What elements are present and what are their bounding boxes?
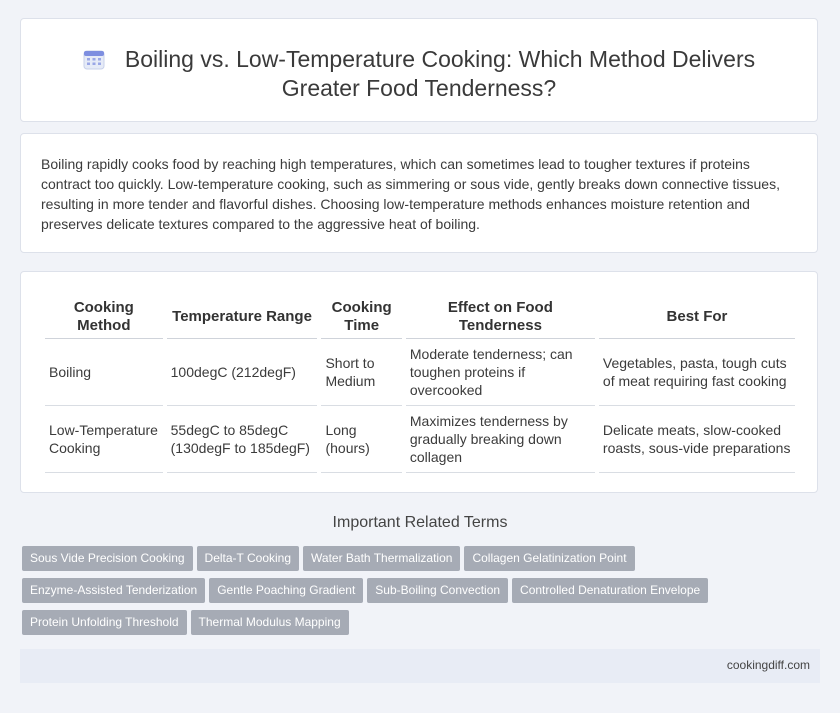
footer: cookingdiff.com (20, 649, 820, 683)
tag-protein-unfolding-threshold[interactable]: Protein Unfolding Threshold (22, 610, 187, 635)
title-line-1: Boiling vs. Low-Temperature Cooking: Whi… (124, 46, 756, 72)
tag-gentle-poaching-gradient[interactable]: Gentle Poaching Gradient (209, 578, 364, 603)
table-card: Cooking Method Temperature Range Cooking… (20, 271, 818, 493)
cell-effect: Moderate tenderness; can toughen protein… (405, 339, 595, 406)
tag-controlled-denaturation-envelope[interactable]: Controlled Denaturation Envelope (512, 578, 709, 603)
cell-best-for: Vegetables, pasta, tough cuts of meat re… (598, 339, 795, 406)
cell-temperature: 100degC (212degF) (166, 339, 318, 406)
table-row: Low-Temperature Cooking 55degC to 85degC… (45, 406, 795, 473)
tag-enzyme-assisted-tenderization[interactable]: Enzyme-Assisted Tenderization (22, 578, 206, 603)
tag-sous-vide-precision-cooking[interactable]: Sous Vide Precision Cooking (22, 546, 193, 571)
header-cooking-method: Cooking Method (45, 294, 163, 339)
cell-time: Short to Medium (321, 339, 402, 406)
tag-collagen-gelatinization-point[interactable]: Collagen Gelatinization Point (464, 546, 635, 571)
cell-time: Long (hours) (321, 406, 402, 473)
tag-water-bath-thermalization[interactable]: Water Bath Thermalization (303, 546, 461, 571)
cell-method: Boiling (45, 339, 163, 406)
footer-site-link[interactable]: cookingdiff.com (726, 658, 810, 672)
intro-paragraph: Boiling rapidly cooks food by reaching h… (41, 156, 780, 232)
tag-delta-t-cooking[interactable]: Delta-T Cooking (196, 546, 300, 571)
header-effect: Effect on Food Tenderness (405, 294, 595, 339)
tag-thermal-modulus-mapping[interactable]: Thermal Modulus Mapping (190, 610, 349, 635)
cell-method: Low-Temperature Cooking (45, 406, 163, 473)
table-header-row: Cooking Method Temperature Range Cooking… (45, 294, 795, 339)
header-cooking-time: Cooking Time (321, 294, 402, 339)
cell-effect: Maximizes tenderness by gradually breaki… (405, 406, 595, 473)
calendar-icon (83, 50, 105, 70)
table-row: Boiling 100degC (212degF) Short to Mediu… (45, 339, 795, 406)
cell-temperature: 55degC to 85degC (130degF to 185degF) (166, 406, 318, 473)
header-best-for: Best For (598, 294, 795, 339)
cell-best-for: Delicate meats, slow-cooked roasts, sous… (598, 406, 795, 473)
title-line-2: Greater Food Tenderness? (281, 75, 557, 101)
intro-card: Boiling rapidly cooks food by reaching h… (20, 133, 818, 253)
related-terms-tags: Sous Vide Precision Cooking Delta-T Cooki… (22, 546, 802, 642)
related-terms-title: Important Related Terms (332, 514, 508, 531)
page-title: Boiling vs. Low-Temperature Cooking: Whi… (21, 45, 817, 103)
header-temperature-range: Temperature Range (166, 294, 318, 339)
comparison-table: Cooking Method Temperature Range Cooking… (41, 294, 799, 473)
tag-sub-boiling-convection[interactable]: Sub-Boiling Convection (367, 578, 509, 603)
title-card: Boiling vs. Low-Temperature Cooking: Whi… (20, 18, 818, 122)
